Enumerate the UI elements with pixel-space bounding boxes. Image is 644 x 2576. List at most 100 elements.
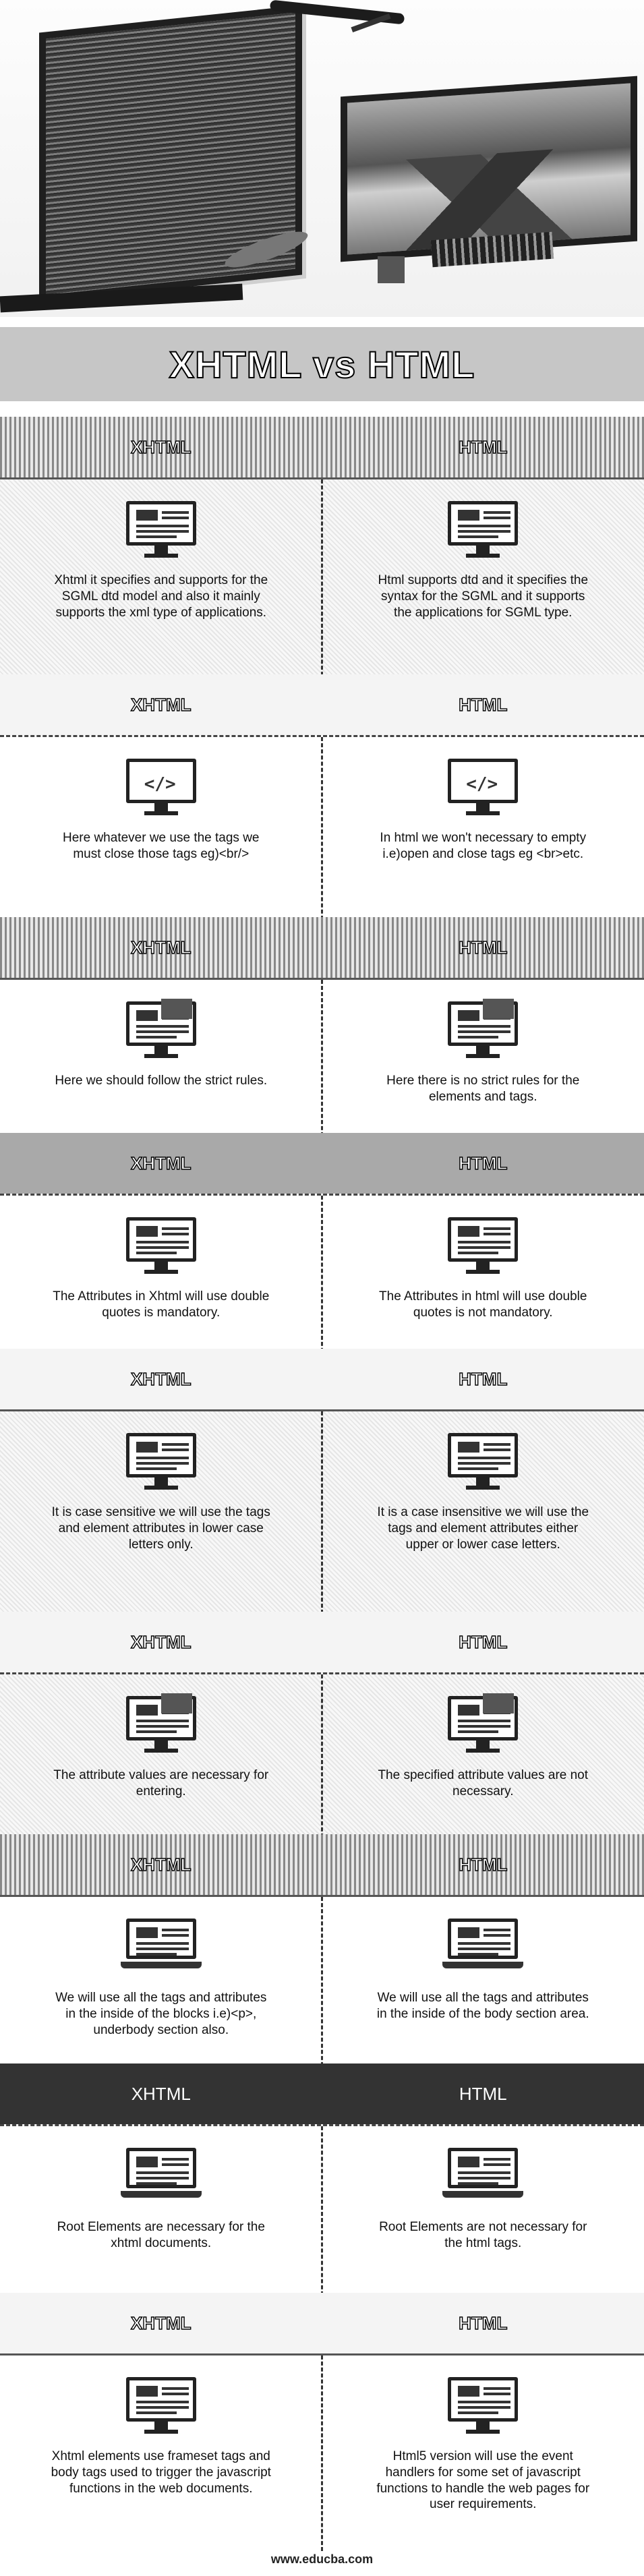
row-body: The attribute values are necessary for e… xyxy=(0,1672,644,1850)
html-description: The specified attribute values are not n… xyxy=(378,1768,589,1798)
row-header: XHTML HTML xyxy=(0,1612,644,1672)
monitor-icon xyxy=(442,498,523,560)
column-divider xyxy=(321,980,323,1148)
comparison-row: XHTML HTML The attribute values are necess… xyxy=(0,1612,644,1850)
xhtml-column: The attribute values are necessary for e… xyxy=(0,1674,322,1850)
xhtml-label: XHTML xyxy=(130,1368,192,1389)
html-column: Root Elements are not necessary for the … xyxy=(322,2126,644,2302)
html-label: HTML xyxy=(458,1854,508,1875)
xhtml-description: Root Elements are necessary for the xhtm… xyxy=(57,2220,265,2250)
row-header: XHTML HTML xyxy=(0,917,644,978)
comparison-row: XHTML HTML The Attributes in Xhtml will us… xyxy=(0,1133,644,1364)
xhtml-column: Xhtml elements use frameset tags and bod… xyxy=(0,2355,322,2551)
column-divider xyxy=(321,1411,323,1614)
html-description: Root Elements are not necessary for the … xyxy=(379,2220,587,2250)
html-column: The specified attribute values are not n… xyxy=(322,1674,644,1850)
html-description: We will use all the tags and attributes … xyxy=(376,1991,589,2021)
html-label: HTML xyxy=(458,937,508,958)
row-header: XHTML HTML xyxy=(0,1133,644,1194)
row-header: XHTML HTML xyxy=(0,674,644,735)
html-column: Html5 version will use the event handler… xyxy=(322,2355,644,2551)
column-divider xyxy=(321,1674,323,1850)
comparison-row: XHTML HTML We will use all the tags and at… xyxy=(0,1834,644,2072)
column-divider xyxy=(321,1897,323,2072)
html-column: It is a case insensitive we will use the… xyxy=(322,1411,644,1614)
xhtml-description: The attribute values are necessary for e… xyxy=(53,1768,269,1798)
html-label: HTML xyxy=(459,2083,507,2104)
code-icon: </> xyxy=(121,756,202,818)
html-description: The Attributes in html will use double q… xyxy=(379,1289,587,1320)
xhtml-description: Xhtml elements use frameset tags and bod… xyxy=(51,2449,271,2496)
html-description: Here there is no strict rules for the el… xyxy=(386,1074,580,1104)
html-description: It is a case insensitive we will use the… xyxy=(377,1505,589,1552)
document-lines-icon xyxy=(442,1214,523,1277)
xhtml-label: XHTML xyxy=(130,1854,192,1875)
column-divider xyxy=(321,1196,323,1364)
xhtml-label: XHTML xyxy=(130,2312,192,2333)
row-body: It is case sensitive we will use the tag… xyxy=(0,1409,644,1614)
html-label: HTML xyxy=(458,1368,508,1389)
document-lines-icon xyxy=(121,1214,202,1277)
xhtml-label: XHTML xyxy=(130,1152,192,1173)
row-body: Here we should follow the strict rules. H… xyxy=(0,978,644,1148)
xhtml-column: Here we should follow the strict rules. xyxy=(0,980,322,1148)
html-label: HTML xyxy=(458,1631,508,1652)
column-divider xyxy=(321,2126,323,2302)
row-body: Xhtml elements use frameset tags and bod… xyxy=(0,2353,644,2551)
column-divider xyxy=(321,479,323,682)
monitor-icon xyxy=(121,498,202,560)
row-body: The Attributes in Xhtml will use double … xyxy=(0,1194,644,1364)
html-label: HTML xyxy=(458,1152,508,1173)
row-body: Xhtml it specifies and supports for the … xyxy=(0,477,644,682)
row-header: XHTML HTML xyxy=(0,1349,644,1409)
xhtml-label: XHTML xyxy=(131,2083,191,2104)
xhtml-column: It is case sensitive we will use the tag… xyxy=(0,1411,322,1614)
xhtml-column: Root Elements are necessary for the xhtm… xyxy=(0,2126,322,2302)
comparison-row: XHTML HTML Xhtml elements use frameset tag… xyxy=(0,2293,644,2551)
row-header: XHTML HTML xyxy=(0,2293,644,2353)
comparison-row: XHTML HTML </> Here whatever we use the tag… xyxy=(0,674,644,926)
laptop-icon xyxy=(120,2145,202,2207)
code-icon: </> xyxy=(442,756,523,818)
xhtml-label: XHTML xyxy=(130,937,192,958)
laptop-icon xyxy=(442,2145,524,2207)
hero-illustration xyxy=(0,0,644,317)
comparison-row: XHTML HTML Root Elements are necessary for… xyxy=(0,2063,644,2302)
title-banner: XHTML vs HTML xyxy=(0,327,644,401)
xhtml-column: We will use all the tags and attributes … xyxy=(0,1897,322,2072)
comparison-row: XHTML HTML It is case sensitive we will us… xyxy=(0,1349,644,1614)
page-title: XHTML vs HTML xyxy=(169,343,475,386)
html-label: HTML xyxy=(458,2312,508,2333)
html-column: </> In html we won't necessary to empty i… xyxy=(322,737,644,926)
computer-flag-icon xyxy=(442,999,523,1061)
monitor-icon xyxy=(121,2374,202,2436)
laptop-icon xyxy=(120,1916,202,1978)
html-description: Html supports dtd and it specifies the s… xyxy=(378,573,589,620)
monitor-icon xyxy=(442,1430,523,1492)
html-column: We will use all the tags and attributes … xyxy=(322,1897,644,2072)
row-body: We will use all the tags and attributes … xyxy=(0,1895,644,2072)
xhtml-description: The Attributes in Xhtml will use double … xyxy=(53,1289,270,1320)
comparison-row: XHTML HTML Xhtml it specifies and supports… xyxy=(0,417,644,682)
xhtml-label: XHTML xyxy=(130,1631,192,1652)
xhtml-label: XHTML xyxy=(130,436,192,457)
html-label: HTML xyxy=(458,694,508,715)
html-label: HTML xyxy=(458,436,508,457)
xhtml-column: The Attributes in Xhtml will use double … xyxy=(0,1196,322,1364)
row-header: XHTML HTML xyxy=(0,1834,644,1895)
xhtml-description: Xhtml it specifies and supports for the … xyxy=(54,573,268,620)
laptop-icon xyxy=(442,1916,524,1978)
footer-url: www.educba.com xyxy=(270,2552,374,2566)
row-header: XHTML HTML xyxy=(0,2063,644,2124)
landscape-monitor-image xyxy=(341,76,637,262)
xhtml-description: Here we should follow the strict rules. xyxy=(55,1074,268,1088)
row-body: </> Here whatever we use the tags we must… xyxy=(0,735,644,926)
xhtml-column: Xhtml it specifies and supports for the … xyxy=(0,479,322,682)
computer-flag-icon xyxy=(121,999,202,1061)
xhtml-description: We will use all the tags and attributes … xyxy=(55,1991,267,2037)
xhtml-description: Here whatever we use the tags we must cl… xyxy=(63,831,260,861)
monitor-icon xyxy=(121,1430,202,1492)
html-column: Here there is no strict rules for the el… xyxy=(322,980,644,1148)
html-column: Html supports dtd and it specifies the s… xyxy=(322,479,644,682)
xhtml-label: XHTML xyxy=(130,694,192,715)
